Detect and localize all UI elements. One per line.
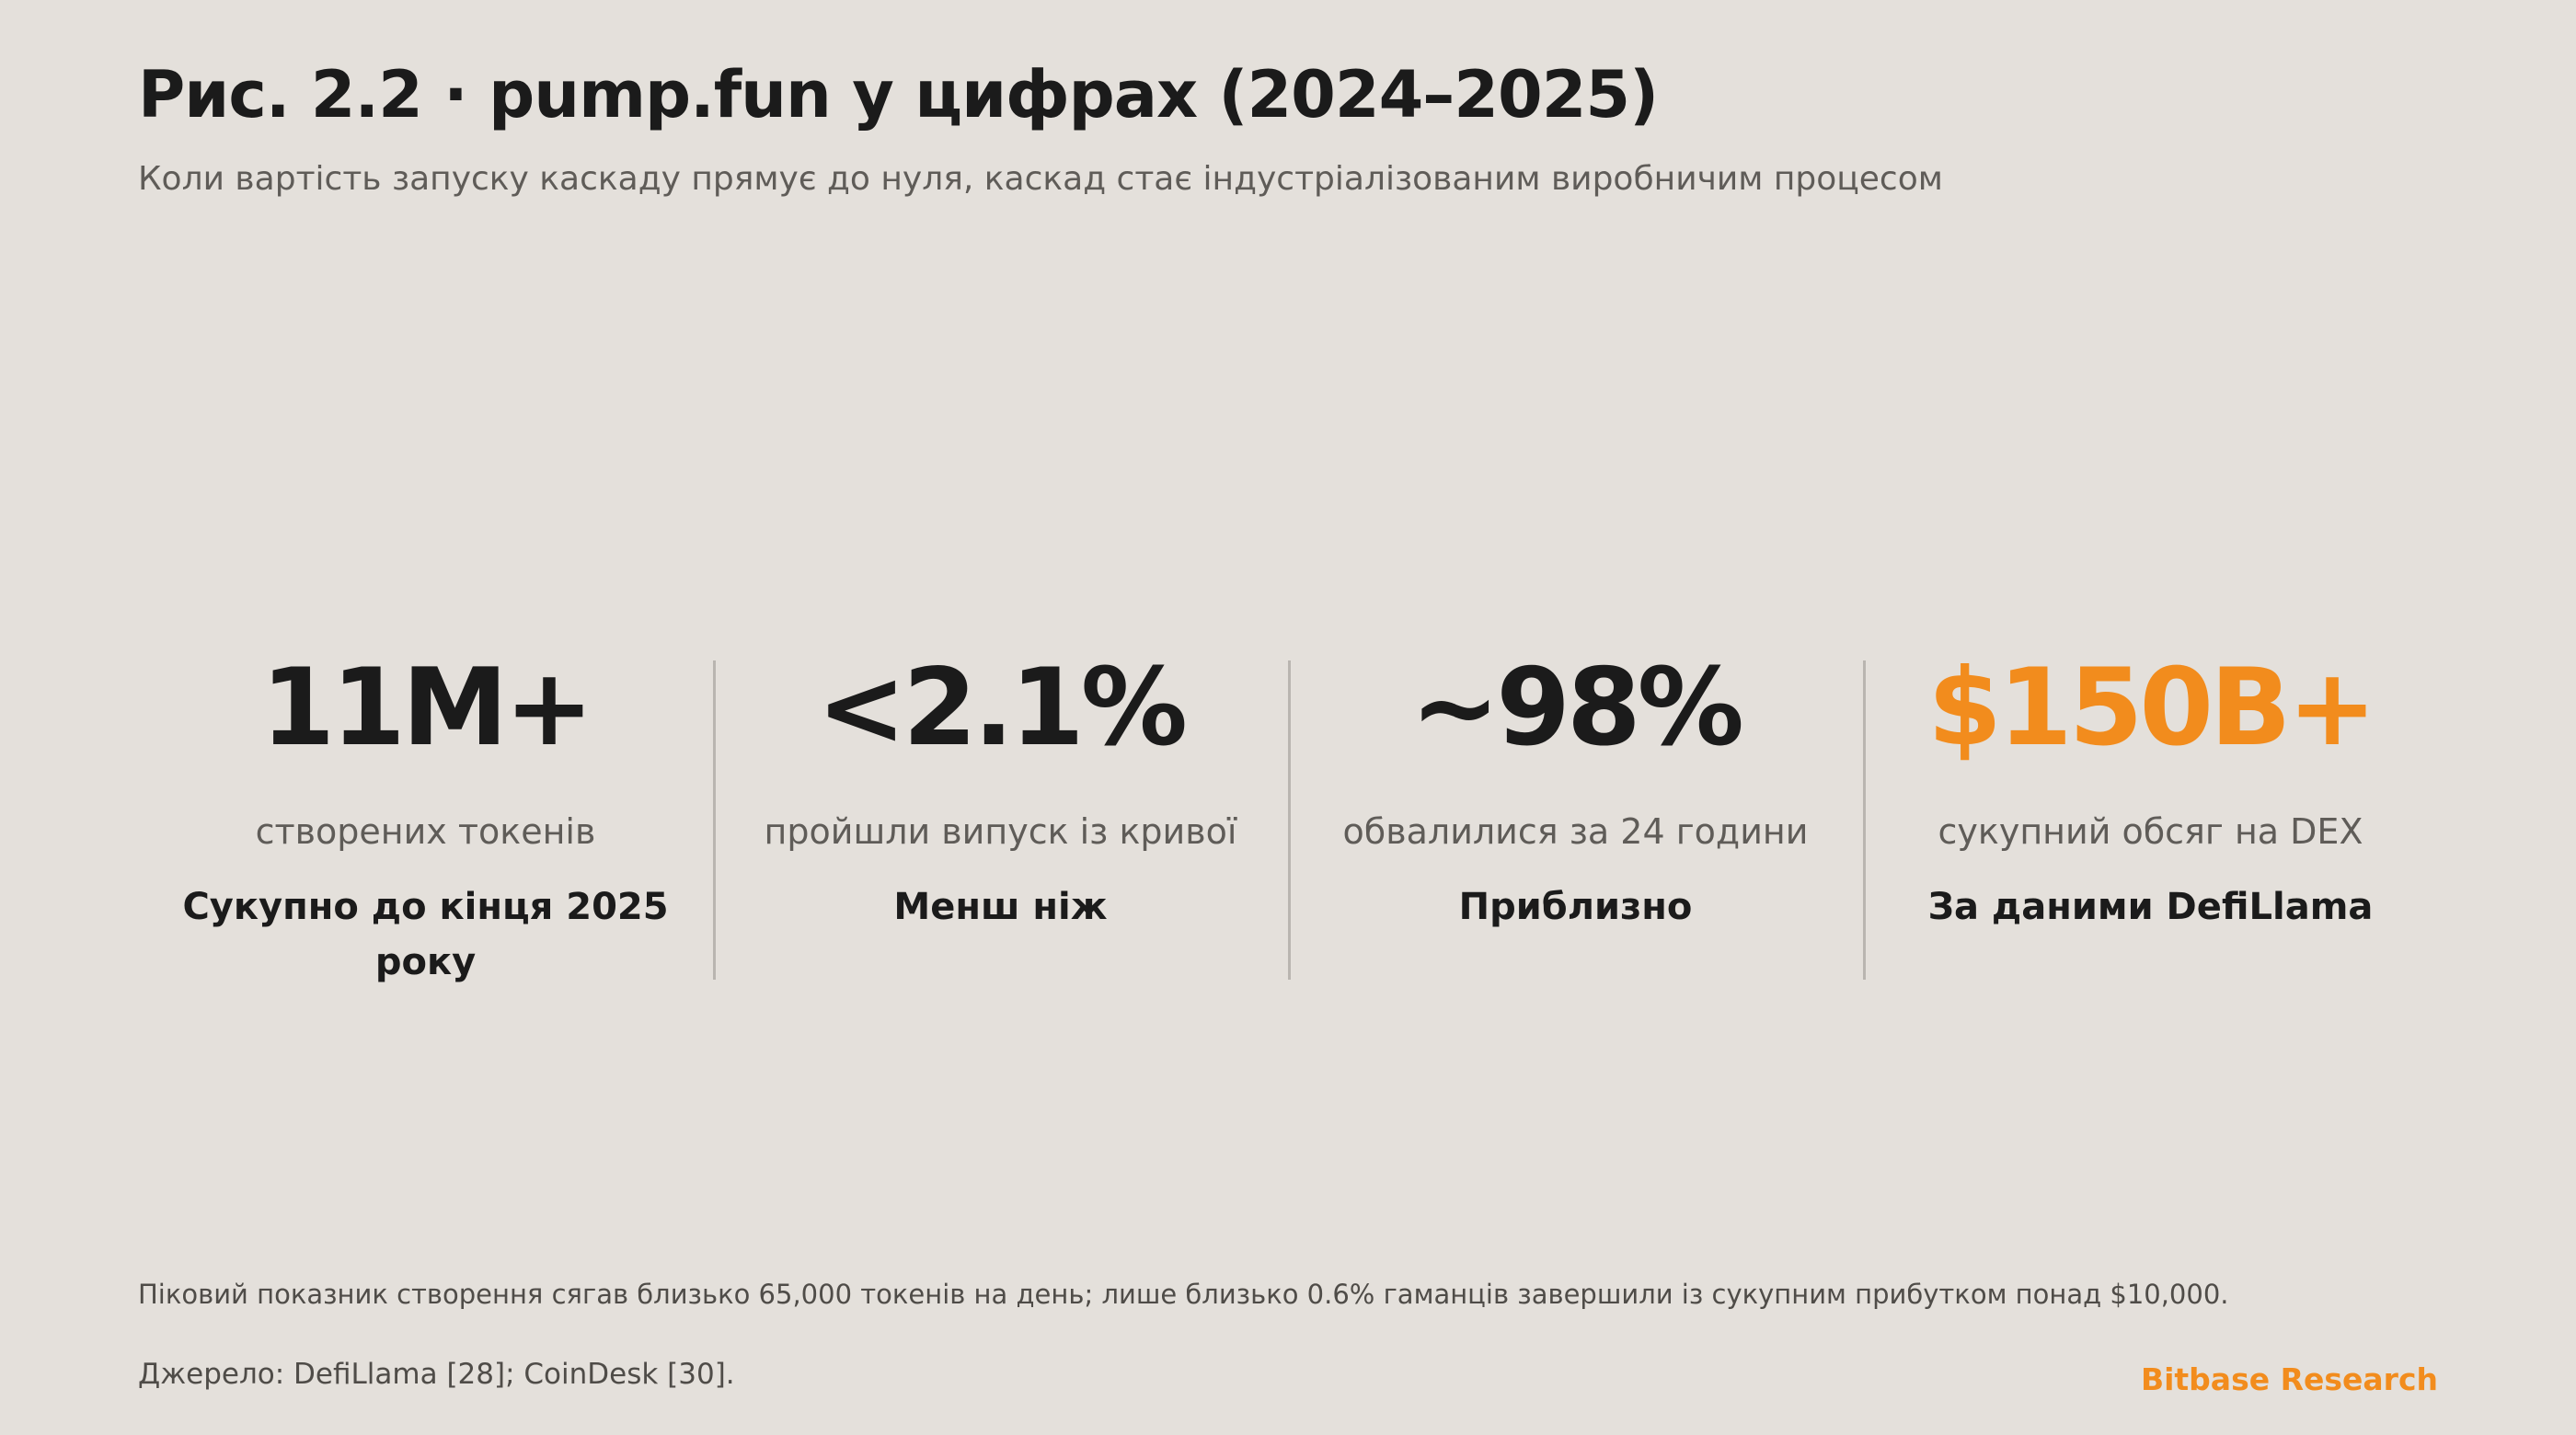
stat-tokens-created: 11M+ створених токенів Сукупно до кінця … bbox=[138, 644, 713, 1012]
stat-value: <2.1% bbox=[817, 646, 1188, 770]
stat-label: створених токенів bbox=[255, 811, 596, 852]
stat-value: $150B+ bbox=[1927, 646, 2376, 770]
stat-value: 11M+ bbox=[260, 646, 593, 770]
stat-note: За даними DefiLlama bbox=[1927, 886, 2374, 928]
stat-dex-volume: $150B+ сукупний обсяг на DEX За даними D… bbox=[1863, 644, 2438, 1012]
stat-label: пройшли випуск із кривої bbox=[764, 811, 1237, 852]
stat-graduated: <2.1% пройшли випуск із кривої Менш ніж bbox=[713, 644, 1288, 1012]
footnote: Піковий показник створення сягав близько… bbox=[138, 1279, 2229, 1310]
stat-label: обвалилися за 24 години bbox=[1342, 811, 1809, 852]
source-citation: Джерело: DefiLlama [28]; CoinDesk [30]. bbox=[138, 1358, 735, 1391]
stat-note: Менш ніж bbox=[893, 886, 1108, 928]
brand-label: Bitbase Research bbox=[2140, 1361, 2438, 1397]
figure-title: Рис. 2.2 · pump.fun у цифрах (2024–2025) bbox=[138, 57, 1659, 132]
stat-collapsed: ~98% обвалилися за 24 години Приблизно bbox=[1288, 644, 1863, 1012]
stat-label: сукупний обсяг на DEX bbox=[1938, 811, 2363, 852]
figure-subtitle: Коли вартість запуску каскаду прямує до … bbox=[138, 160, 1943, 198]
stat-value: ~98% bbox=[1410, 646, 1744, 770]
stat-note: Сукупно до кінця 2025 року bbox=[182, 886, 669, 983]
stats-row: 11M+ створених токенів Сукупно до кінця … bbox=[138, 644, 2438, 1012]
stat-note: Приблизно bbox=[1458, 886, 1693, 928]
